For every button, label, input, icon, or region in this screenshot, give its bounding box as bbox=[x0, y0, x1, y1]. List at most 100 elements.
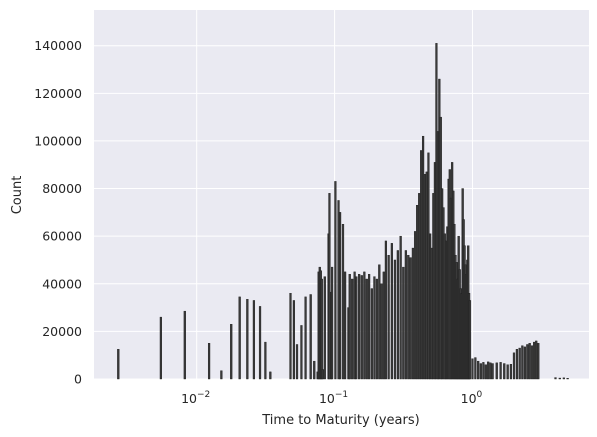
histogram-bar bbox=[487, 361, 490, 380]
histogram-bar bbox=[407, 255, 410, 380]
histogram-bar bbox=[418, 193, 421, 380]
histogram-bar bbox=[363, 271, 366, 380]
histogram-bar bbox=[344, 271, 347, 380]
histogram-bar bbox=[474, 357, 477, 380]
histogram-bar bbox=[413, 231, 417, 380]
histogram-bar bbox=[323, 276, 326, 380]
histogram-bar bbox=[479, 363, 482, 380]
histogram-bar bbox=[423, 174, 427, 380]
histogram-bar bbox=[207, 343, 211, 380]
histogram-bar bbox=[159, 316, 162, 380]
y-tick-label: 40000 bbox=[42, 276, 82, 291]
histogram-bar bbox=[328, 193, 331, 380]
histogram-bar bbox=[183, 310, 186, 380]
y-tick-label: 20000 bbox=[42, 324, 82, 339]
histogram-bar bbox=[117, 349, 120, 380]
histogram-bar bbox=[313, 360, 316, 380]
histogram-bar bbox=[409, 257, 412, 380]
histogram-bar bbox=[384, 240, 387, 380]
y-tick-label: 60000 bbox=[42, 229, 82, 244]
histogram-bar bbox=[341, 224, 345, 380]
histogram-bar bbox=[264, 341, 267, 380]
histogram-bar bbox=[509, 364, 513, 380]
histogram-bar bbox=[373, 276, 376, 380]
y-tick-label: 80000 bbox=[42, 181, 82, 196]
histogram-bar bbox=[484, 364, 487, 380]
histogram-bar bbox=[309, 294, 312, 380]
histogram-bar bbox=[292, 300, 295, 380]
x-tick-labels: 10−2 10−1 100 bbox=[181, 390, 482, 406]
y-axis-label: Count bbox=[10, 176, 25, 215]
histogram-bar bbox=[348, 274, 351, 380]
histogram-bar bbox=[411, 247, 415, 380]
histogram-bar bbox=[471, 358, 474, 380]
histogram-bar bbox=[358, 274, 361, 380]
histogram-bar bbox=[402, 266, 405, 380]
histogram-bar bbox=[477, 360, 480, 380]
histogram-bar bbox=[390, 243, 393, 380]
histogram-bar bbox=[562, 377, 565, 380]
histogram-bar bbox=[368, 274, 371, 380]
histogram-bar bbox=[355, 276, 358, 380]
histogram-bar bbox=[420, 150, 423, 380]
histogram-bar bbox=[468, 300, 472, 380]
histogram-bar bbox=[489, 362, 492, 380]
histogram-bar bbox=[351, 278, 354, 380]
histogram-bar bbox=[378, 264, 381, 380]
histogram-bar bbox=[521, 345, 524, 380]
histogram-bar bbox=[506, 364, 509, 380]
histogram-bar bbox=[360, 275, 363, 380]
histogram-bar bbox=[526, 344, 529, 380]
histogram-bar bbox=[530, 345, 534, 380]
histogram-bar bbox=[566, 378, 569, 380]
histogram-bar bbox=[421, 135, 425, 380]
y-tick-labels: 0 20000 40000 60000 80000 100000 120000 140000 bbox=[34, 38, 82, 386]
histogram-bar bbox=[334, 181, 337, 380]
histogram-bar bbox=[554, 377, 557, 380]
histogram-bar bbox=[393, 259, 397, 380]
histogram-bar bbox=[512, 352, 516, 380]
histogram-bar bbox=[220, 370, 223, 380]
x-tick-label: 100 bbox=[461, 390, 483, 406]
histogram-bar bbox=[528, 343, 531, 380]
histogram-bar bbox=[491, 363, 494, 380]
histogram-bar bbox=[387, 255, 390, 380]
histogram-bar bbox=[246, 299, 249, 380]
histogram-bar bbox=[295, 344, 299, 380]
histogram-bar bbox=[252, 300, 256, 380]
histogram-bar bbox=[258, 306, 262, 380]
histogram-bar bbox=[304, 296, 307, 380]
histogram-bar bbox=[382, 271, 385, 380]
histogram-bar bbox=[537, 343, 540, 380]
plot-background bbox=[94, 10, 589, 379]
x-tick-label: 10−2 bbox=[181, 390, 210, 406]
histogram-bar bbox=[515, 349, 518, 380]
y-tick-label: 140000 bbox=[34, 38, 82, 53]
histogram-bar bbox=[230, 324, 233, 380]
histogram-bar bbox=[338, 212, 342, 380]
y-tick-label: 100000 bbox=[34, 133, 82, 148]
histogram-bar bbox=[503, 363, 506, 380]
histogram-bar bbox=[523, 346, 526, 380]
histogram-bar bbox=[482, 362, 485, 380]
histogram-bar bbox=[404, 250, 407, 380]
histogram-bar bbox=[396, 250, 399, 380]
histogram-bar bbox=[269, 371, 272, 380]
histogram-bar bbox=[416, 205, 419, 380]
histogram-bar bbox=[535, 340, 538, 380]
histogram-bar bbox=[330, 266, 334, 380]
y-tick-label: 0 bbox=[74, 372, 82, 387]
histogram-bar bbox=[238, 296, 241, 380]
histogram-bar bbox=[533, 341, 536, 380]
histogram-bar bbox=[375, 278, 378, 380]
histogram-bar bbox=[370, 288, 373, 380]
x-tick-label: 10−1 bbox=[319, 390, 348, 406]
y-tick-label: 120000 bbox=[34, 86, 82, 101]
histogram-bar bbox=[300, 325, 303, 380]
histogram-bar bbox=[365, 278, 368, 380]
histogram-bar bbox=[320, 278, 323, 380]
histogram-bar bbox=[558, 377, 561, 380]
histogram-bar bbox=[321, 369, 324, 380]
histogram-bar bbox=[380, 283, 383, 380]
